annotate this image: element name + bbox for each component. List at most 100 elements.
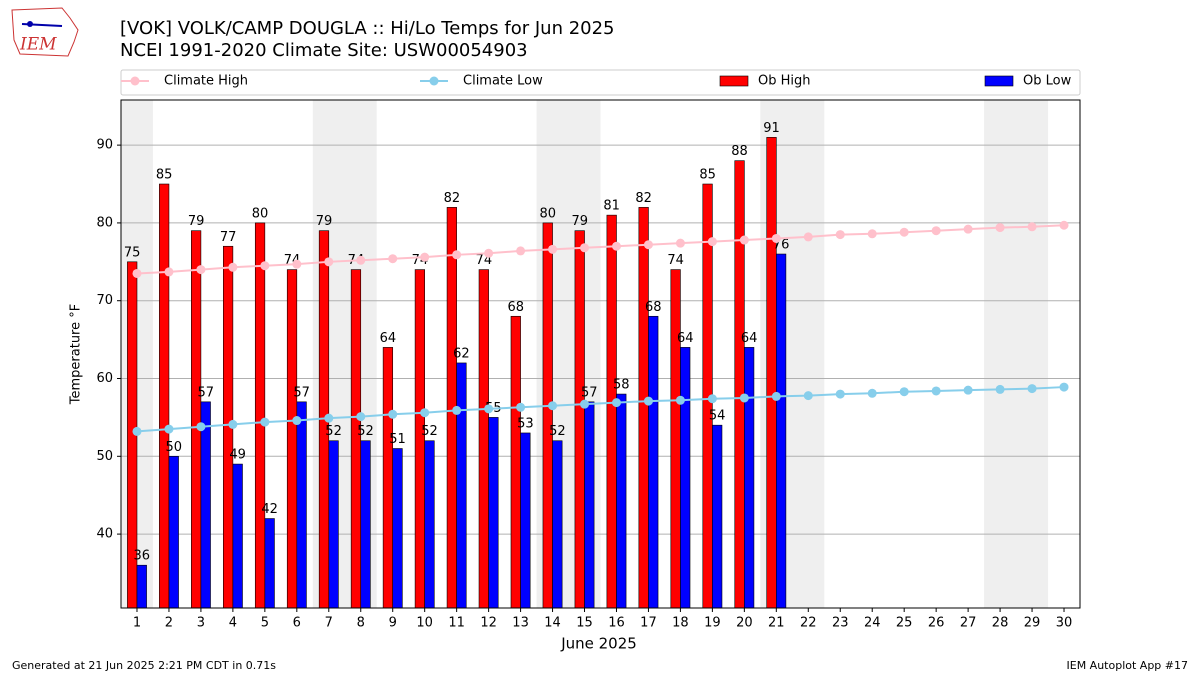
y-tick-label: 50 (96, 449, 113, 464)
data-label: 80 (539, 206, 556, 221)
bar (254, 222, 266, 609)
x-tick-label: 5 (261, 616, 269, 631)
line-marker (611, 398, 621, 408)
x-tick-label: 27 (960, 616, 977, 631)
x-tick-label: 10 (416, 616, 433, 631)
x-tick-label: 17 (640, 616, 657, 631)
line (136, 224, 1065, 275)
data-label: 74 (667, 253, 684, 268)
x-tick-label: 6 (293, 616, 301, 631)
line-marker (611, 241, 621, 251)
line (136, 386, 1065, 433)
x-tick-label: 11 (448, 616, 465, 631)
legend-swatch (984, 75, 1014, 87)
bar (424, 440, 435, 609)
line-marker (324, 257, 334, 267)
line-marker (196, 422, 206, 432)
line-marker (867, 388, 877, 398)
x-tick-label: 8 (357, 616, 365, 631)
line-marker (164, 424, 174, 434)
logo: IEM (11, 7, 79, 57)
data-label: 82 (635, 191, 652, 206)
line-marker (1027, 222, 1037, 232)
line-marker (388, 254, 398, 264)
x-tick-label: 21 (768, 616, 785, 631)
line-marker (899, 227, 909, 237)
data-label: 52 (357, 424, 374, 439)
x-tick-label: 13 (512, 616, 529, 631)
bar (360, 440, 371, 609)
line-marker (1027, 384, 1037, 394)
data-label: 64 (741, 331, 758, 346)
x-tick-label: 26 (928, 616, 945, 631)
line-marker (995, 223, 1005, 233)
line-marker (643, 396, 653, 406)
bar (328, 440, 339, 609)
legend-label: Ob Low (1023, 74, 1072, 89)
line-marker (580, 399, 590, 409)
line-marker (835, 230, 845, 240)
line-marker (420, 408, 430, 418)
line-marker (995, 384, 1005, 394)
line-marker (548, 244, 558, 254)
data-label: 75 (124, 245, 141, 260)
line-marker (292, 259, 302, 269)
data-label: 88 (731, 144, 748, 159)
line-marker (292, 416, 302, 426)
line-marker (707, 394, 717, 404)
x-tick-label: 15 (576, 616, 593, 631)
data-label: 64 (380, 331, 397, 346)
x-tick-label: 20 (736, 616, 753, 631)
x-tick-label: 29 (1024, 616, 1041, 631)
x-tick-label: 19 (704, 616, 721, 631)
bar (200, 401, 211, 609)
data-label: 53 (517, 416, 534, 431)
x-tick-label: 16 (608, 616, 625, 631)
data-label: 79 (316, 214, 333, 229)
data-label: 36 (134, 549, 151, 564)
data-label: 57 (581, 385, 598, 400)
data-label: 54 (709, 409, 726, 424)
data-label: 58 (613, 378, 630, 393)
bar (638, 207, 649, 609)
data-label: 50 (165, 440, 182, 455)
y-tick-label: 70 (96, 293, 113, 308)
data-label: 57 (293, 385, 310, 400)
bar (168, 456, 179, 609)
line-marker (452, 405, 462, 415)
data-label: 42 (261, 502, 278, 517)
bar (606, 214, 617, 609)
line-marker (1059, 220, 1069, 230)
x-tick-label: 2 (165, 616, 173, 631)
chart-subtitle: NCEI 1991-2020 Climate Site: USW00054903 (120, 40, 528, 61)
line-marker (260, 261, 270, 271)
data-label: 49 (229, 448, 246, 463)
line-marker (356, 255, 366, 265)
line-marker (452, 250, 462, 260)
line-marker (420, 252, 430, 262)
line-marker (196, 265, 206, 275)
data-label: 82 (444, 191, 461, 206)
data-label: 62 (453, 346, 470, 361)
weekend-shade (984, 100, 1049, 608)
bar (574, 230, 585, 609)
footer-left: Generated at 21 Jun 2025 2:21 PM CDT in … (12, 659, 276, 672)
line-marker (675, 395, 685, 405)
bar (552, 440, 563, 609)
legend-swatch (719, 75, 749, 87)
x-tick-label: 22 (800, 616, 817, 631)
line-marker (580, 243, 590, 253)
x-tick-label: 9 (389, 616, 397, 631)
line-marker (963, 224, 973, 234)
line-marker (356, 412, 366, 422)
bar (159, 183, 170, 609)
x-tick-label: 1 (133, 616, 141, 631)
x-tick-label: 3 (197, 616, 205, 631)
data-label: 79 (571, 214, 588, 229)
line-marker (484, 248, 494, 258)
x-tick-label: 24 (864, 616, 881, 631)
line-marker (867, 229, 877, 239)
line-marker (228, 419, 238, 429)
line-marker (516, 246, 526, 256)
plot-frame (120, 99, 1081, 609)
